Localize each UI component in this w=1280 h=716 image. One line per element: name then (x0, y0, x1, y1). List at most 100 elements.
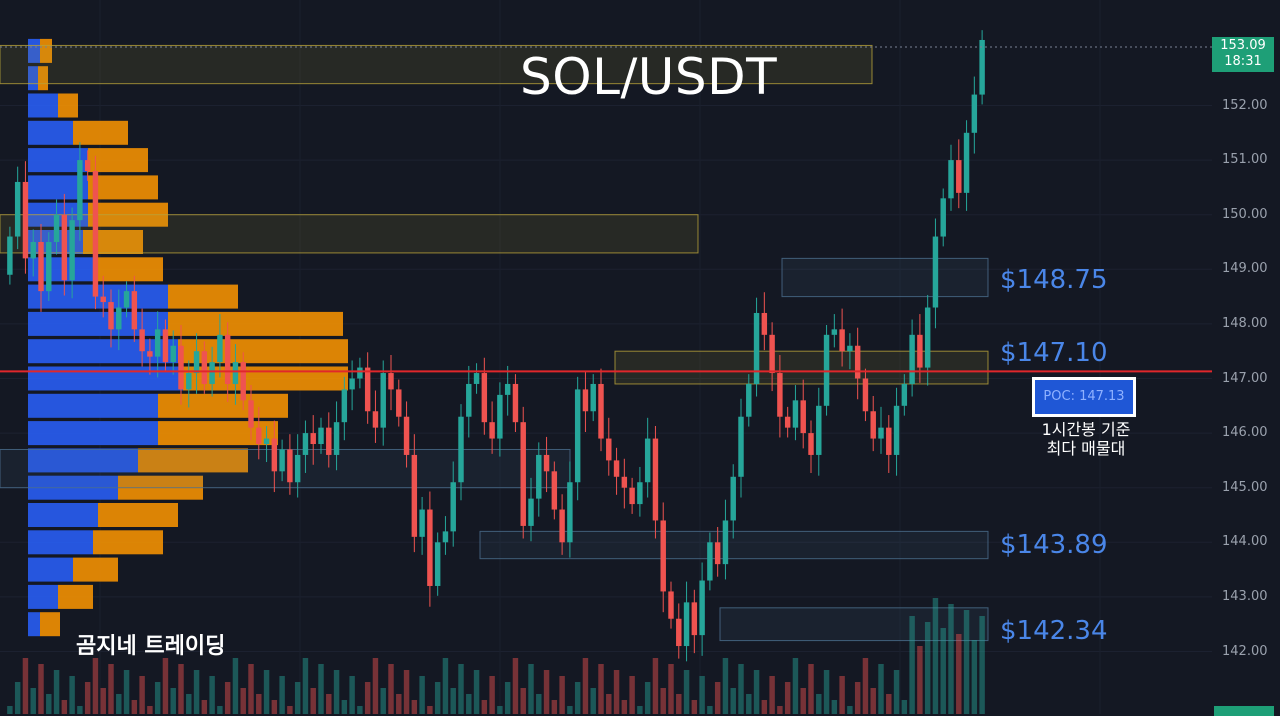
candle-body (932, 236, 939, 308)
candle-body (154, 329, 161, 357)
candle-body (450, 482, 456, 532)
candle-body (287, 449, 293, 483)
profile-bar-blue (28, 530, 93, 555)
volume-bar (963, 610, 970, 714)
volume-bar (364, 682, 371, 714)
candle-body (279, 449, 285, 472)
profile-bar-orange (98, 503, 178, 527)
price-tick: 142.00 (1222, 643, 1268, 659)
profile-bar-blue (28, 421, 158, 446)
profile-bar-orange (93, 530, 163, 555)
volume-bar (333, 670, 340, 714)
volume-bar (854, 682, 861, 714)
value-area-box (781, 257, 989, 298)
candle-body (621, 476, 628, 488)
candle-body (139, 329, 145, 352)
candle-body (683, 602, 690, 647)
volume-bar (256, 694, 262, 714)
volume-bar (862, 658, 869, 714)
volume-bar (139, 676, 145, 714)
profile-bar-orange (58, 584, 93, 609)
profile-bar-blue (28, 448, 138, 473)
candle-body (489, 422, 495, 439)
candle-body (862, 378, 869, 412)
volume-bar (582, 658, 589, 714)
volume-bar (520, 688, 526, 714)
candle-body (816, 405, 822, 455)
candle-body (637, 482, 643, 505)
volume-bar (388, 664, 394, 714)
volume-bar (302, 658, 309, 714)
candle-body (22, 181, 29, 259)
candle-body (46, 242, 52, 292)
profile-bar-blue (28, 120, 73, 145)
candle-body (948, 160, 954, 199)
candle-body (543, 454, 550, 472)
reference-lines (0, 46, 1212, 373)
profile-bar-orange (138, 448, 248, 473)
volume-bar (504, 682, 511, 714)
level-label-1: $148.75 (1000, 265, 1108, 295)
value-area-box (0, 44, 873, 85)
candle-body (100, 296, 106, 303)
candle-body (349, 378, 355, 390)
volume-bar (341, 700, 348, 714)
volume-bar (403, 670, 410, 714)
volume-bar (497, 706, 503, 714)
candle-body (784, 416, 791, 428)
volume-bar (224, 682, 231, 714)
candle-body (512, 383, 519, 423)
volume-bar (730, 688, 736, 714)
profile-bar-blue (28, 584, 58, 609)
profile-bar-blue (28, 557, 73, 582)
price-tick: 144.00 (1222, 534, 1268, 550)
volume-bar (217, 706, 223, 714)
volume-bar (108, 664, 114, 714)
price-tick: 152.00 (1222, 97, 1268, 113)
volume-bar (652, 658, 659, 714)
volume-bar (466, 694, 472, 714)
candle-body (271, 438, 278, 472)
volume-bar (800, 688, 806, 714)
value-area-box (0, 448, 571, 489)
volume-bar (606, 694, 612, 714)
volume-bar (590, 688, 596, 714)
volume-bar (668, 664, 674, 714)
candle-body (963, 132, 970, 193)
volume-bar (676, 694, 682, 714)
volume-bar (792, 658, 799, 714)
candle-body (232, 362, 239, 384)
candle-body (598, 383, 604, 439)
candle-body (92, 171, 99, 297)
value-area-box (614, 350, 989, 385)
candle-body (466, 383, 472, 417)
volume-bar (396, 694, 402, 714)
candle-body (170, 345, 176, 363)
volume-bar (131, 700, 138, 714)
candle-body (256, 427, 262, 445)
candle-body (248, 400, 254, 428)
volume-bar (170, 688, 176, 714)
candle-body (310, 433, 316, 445)
candle-body (77, 160, 83, 221)
volume-bar (909, 616, 915, 714)
volume-bar (979, 616, 985, 714)
volume-bar (699, 676, 705, 714)
volume-bar (707, 706, 713, 714)
level-label-4: $142.34 (1000, 616, 1108, 646)
current-time: 18:31 (1224, 54, 1262, 69)
volume-bars (7, 598, 985, 714)
volume-bar (279, 676, 285, 714)
candle-body (388, 373, 394, 390)
watermark: 곰지네 트레이딩 (76, 634, 226, 659)
volume-bar (100, 688, 106, 714)
candle-body (396, 389, 402, 417)
price-tick: 148.00 (1222, 315, 1268, 331)
chart-title: SOL/USDT (520, 48, 778, 106)
volume-bar (761, 700, 768, 714)
candle-body (380, 373, 386, 428)
profile-bar-blue (28, 66, 38, 91)
volume-bar (870, 688, 876, 714)
candle-body (84, 160, 91, 172)
